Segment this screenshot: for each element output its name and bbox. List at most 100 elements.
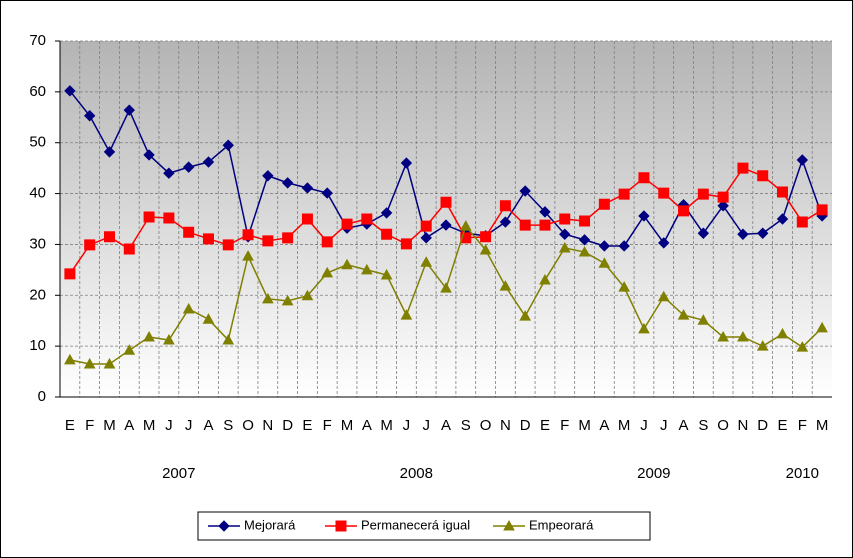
marker — [123, 243, 135, 255]
marker — [281, 294, 294, 306]
x-tick-label: O — [480, 417, 492, 434]
marker — [459, 220, 472, 231]
marker — [638, 172, 650, 184]
marker — [282, 232, 294, 244]
marker — [618, 281, 631, 292]
x-group-label: 2008 — [400, 465, 433, 482]
x-tick-label: J — [640, 417, 648, 434]
marker — [757, 227, 769, 239]
marker — [559, 213, 571, 225]
x-tick-label: E — [540, 417, 550, 434]
marker — [796, 216, 808, 228]
legend-marker — [218, 520, 230, 532]
marker — [796, 341, 809, 352]
marker — [479, 243, 492, 255]
marker — [519, 185, 531, 197]
x-group-label: 2009 — [637, 465, 670, 482]
marker — [717, 200, 729, 212]
y-tick-label: 0 — [38, 388, 46, 405]
x-tick-label: F — [798, 417, 807, 434]
marker — [697, 314, 710, 325]
marker — [657, 290, 670, 302]
marker — [262, 235, 274, 247]
marker — [202, 156, 215, 168]
x-tick-label: D — [520, 417, 531, 434]
x-tick-label: J — [403, 417, 411, 434]
y-tick-label: 30 — [29, 235, 46, 252]
marker — [123, 344, 136, 355]
x-tick-label: O — [242, 417, 254, 434]
marker — [281, 177, 294, 189]
y-tick-label: 50 — [29, 134, 46, 151]
marker — [420, 232, 432, 244]
marker — [756, 340, 769, 351]
marker — [578, 234, 591, 246]
marker — [321, 266, 334, 278]
x-tick-label: M — [380, 417, 393, 434]
x-group-label: 2007 — [162, 465, 195, 482]
marker — [737, 162, 749, 174]
marker — [697, 188, 709, 200]
y-tick-label: 60 — [29, 83, 46, 100]
marker — [380, 207, 393, 219]
x-tick-label: F — [560, 417, 569, 434]
marker — [598, 257, 611, 268]
x-group-label: 2010 — [786, 465, 819, 482]
marker — [202, 233, 214, 245]
marker — [242, 229, 254, 241]
marker — [83, 110, 96, 122]
x-tick-label: F — [323, 417, 332, 434]
marker — [182, 302, 195, 314]
marker — [737, 228, 749, 240]
marker — [559, 228, 571, 240]
x-tick-label: J — [660, 417, 668, 434]
x-tick-label: S — [698, 417, 708, 434]
y-tick-label: 40 — [29, 185, 46, 202]
x-tick-label: J — [185, 417, 193, 434]
x-tick-label: A — [679, 417, 689, 434]
marker — [103, 357, 116, 369]
x-tick-label: S — [461, 417, 471, 434]
marker — [499, 216, 512, 228]
y-tick-label: 10 — [29, 337, 46, 354]
marker — [717, 191, 729, 203]
legend-label: Empeorará — [529, 517, 594, 532]
marker — [539, 206, 551, 218]
x-tick-label: E — [302, 417, 312, 434]
x-tick-label: A — [124, 417, 134, 434]
marker — [539, 273, 551, 285]
plot-area — [60, 41, 832, 397]
marker — [440, 196, 452, 208]
marker — [301, 213, 313, 225]
marker — [579, 215, 591, 227]
marker — [360, 263, 373, 275]
x-tick-label: M — [103, 417, 116, 434]
x-tick-label: S — [223, 417, 233, 434]
x-tick-label: M — [341, 417, 354, 434]
marker — [440, 282, 452, 293]
marker — [480, 231, 492, 243]
marker — [222, 239, 234, 251]
marker — [757, 170, 769, 182]
x-tick-label: A — [362, 417, 372, 434]
marker — [539, 219, 551, 231]
marker — [301, 182, 314, 194]
marker — [420, 220, 432, 232]
marker — [678, 205, 690, 217]
marker — [321, 187, 333, 199]
marker — [618, 240, 630, 252]
marker — [163, 167, 175, 179]
legend-label: Mejorará — [244, 517, 296, 532]
marker — [816, 321, 828, 333]
marker — [143, 149, 155, 161]
x-tick-label: N — [262, 417, 273, 434]
marker — [440, 219, 452, 231]
marker — [677, 309, 690, 320]
marker — [598, 198, 610, 210]
marker — [301, 289, 314, 301]
marker — [143, 330, 155, 342]
marker — [400, 157, 413, 169]
legend-label: Permanecerá igual — [361, 517, 470, 532]
marker — [381, 228, 393, 240]
